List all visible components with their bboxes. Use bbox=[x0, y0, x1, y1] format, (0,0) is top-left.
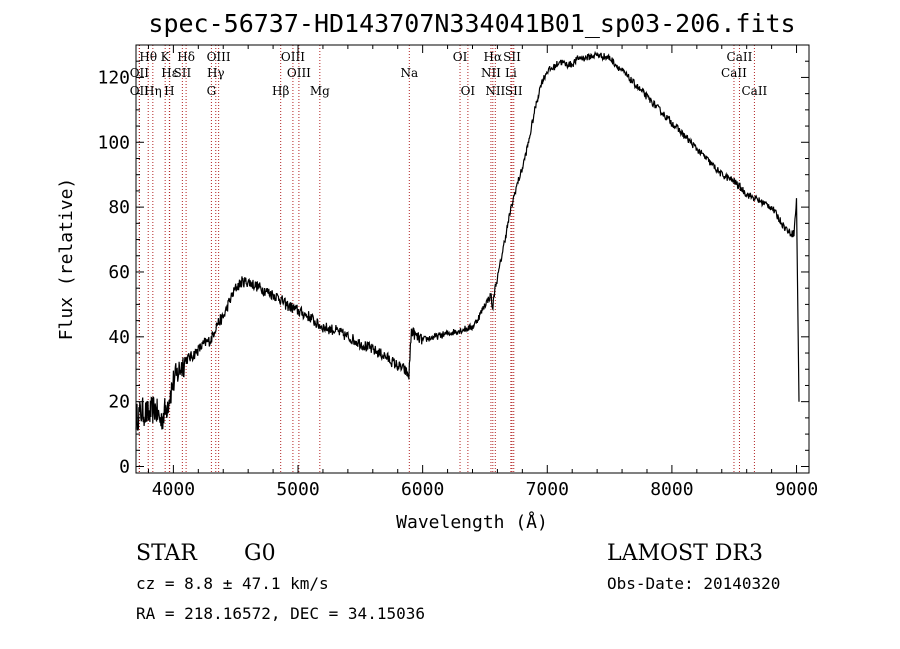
emission-line-label: Hε bbox=[161, 66, 178, 80]
emission-line-label: Hβ bbox=[272, 84, 289, 98]
y-tick-label: 20 bbox=[108, 392, 130, 413]
emission-line-label: CaII bbox=[721, 66, 747, 80]
emission-line-label: NII bbox=[481, 66, 501, 80]
coordinates: RA = 218.16572, DEC = 34.15036 bbox=[136, 604, 425, 623]
spectrum-series-line bbox=[135, 50, 800, 431]
x-axis-label: Wavelength (Å) bbox=[396, 511, 548, 533]
y-axis-label: Flux (relative) bbox=[56, 178, 77, 341]
emission-line-label: Hη bbox=[144, 84, 162, 98]
emission-line-label: OI bbox=[453, 50, 468, 64]
x-tick-label: 9000 bbox=[775, 479, 818, 500]
emission-line-label: Mg bbox=[310, 84, 330, 98]
y-tick-label: 100 bbox=[97, 132, 130, 153]
x-tick-label: 7000 bbox=[526, 479, 569, 500]
y-tick-label: 80 bbox=[108, 197, 130, 218]
obs-date: Obs-Date: 20140320 bbox=[607, 574, 780, 593]
emission-line-label: NII bbox=[485, 84, 505, 98]
y-tick-label: 60 bbox=[108, 262, 130, 283]
x-tick-label: 6000 bbox=[401, 479, 444, 500]
axis-ticks: 4000 5000 6000 7000 8000 9000 0 20 40 60 80 100 120 bbox=[97, 45, 818, 500]
emission-line-label: OII bbox=[130, 66, 150, 80]
emission-line-label: Hγ bbox=[207, 66, 225, 80]
y-tick-label: 40 bbox=[108, 327, 130, 348]
emission-line-label: Li bbox=[505, 66, 517, 80]
emission-line-label: Na bbox=[400, 66, 418, 80]
emission-line-label: SII bbox=[174, 66, 192, 80]
redshift-value: cz = 8.8 ± 47.1 km/s bbox=[136, 574, 329, 593]
emission-line-label: SII bbox=[505, 84, 523, 98]
x-tick-label: 8000 bbox=[650, 479, 693, 500]
emission-line-label: CaII bbox=[727, 50, 753, 64]
emission-line-label: Hδ bbox=[177, 50, 195, 64]
emission-line-label: Hθ bbox=[139, 50, 157, 64]
x-tick-label: 4000 bbox=[152, 479, 195, 500]
plot-frame bbox=[135, 44, 810, 474]
y-tick-label: 120 bbox=[97, 67, 130, 88]
emission-line-label: OIII bbox=[281, 50, 305, 64]
emission-lines bbox=[138, 45, 755, 473]
object-subclass: G0 bbox=[244, 541, 276, 566]
emission-line-label: OI bbox=[461, 84, 476, 98]
emission-line-label: G bbox=[207, 84, 217, 98]
emission-line-label: OIII bbox=[287, 66, 311, 80]
survey-name: LAMOST DR3 bbox=[607, 541, 763, 566]
chart-title: spec-56737-HD143707N334041B01_sp03-206.f… bbox=[148, 9, 795, 38]
emission-line-label: CaII bbox=[741, 84, 767, 98]
x-tick-label: 5000 bbox=[276, 479, 319, 500]
emission-line-label: H bbox=[164, 84, 174, 98]
object-class: STAR bbox=[136, 541, 198, 566]
emission-line-label: K bbox=[161, 50, 171, 64]
emission-line-label: OIII bbox=[207, 50, 231, 64]
y-tick-label: 0 bbox=[119, 457, 130, 478]
emission-line-label: Hα bbox=[484, 50, 503, 64]
emission-line-label: OII bbox=[130, 84, 150, 98]
emission-line-label: SII bbox=[503, 50, 521, 64]
